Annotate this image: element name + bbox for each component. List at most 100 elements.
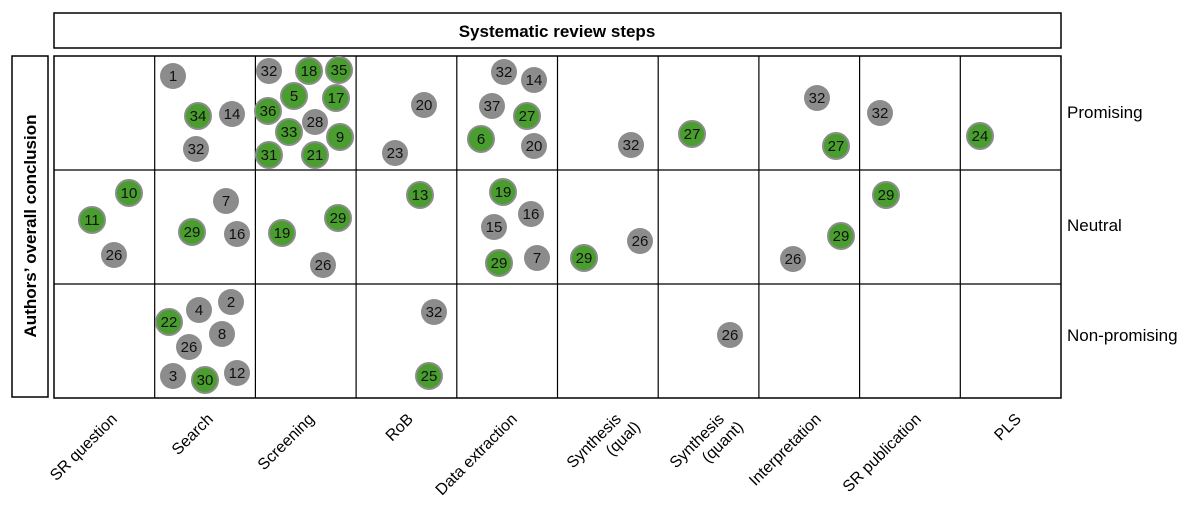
study-bubble: 32 xyxy=(421,299,447,325)
green-bubble xyxy=(827,222,855,250)
green-bubble xyxy=(191,366,219,394)
study-bubble: 7 xyxy=(213,188,239,214)
green-bubble xyxy=(255,141,283,169)
study-bubble: 26 xyxy=(310,252,336,278)
gray-bubble xyxy=(186,297,212,323)
bubble-label: 32 xyxy=(261,63,278,80)
study-bubble: 3 xyxy=(160,363,186,389)
bubble-label: 22 xyxy=(161,314,178,331)
green-bubble xyxy=(406,181,434,209)
green-bubble xyxy=(467,125,495,153)
green-bubble xyxy=(872,181,900,209)
green-bubble xyxy=(570,244,598,272)
study-bubble: 33 xyxy=(275,118,303,146)
bubble-label: 26 xyxy=(632,233,649,250)
study-bubble: 31 xyxy=(255,141,283,169)
green-bubble xyxy=(415,362,443,390)
green-bubble xyxy=(184,102,212,130)
bubble-label: 24 xyxy=(972,128,989,145)
column-label: RoB xyxy=(383,411,417,445)
study-bubble: 14 xyxy=(219,101,245,127)
bubble-label: 26 xyxy=(181,339,198,356)
gray-bubble xyxy=(521,67,547,93)
column-label-line1: SR question xyxy=(47,411,121,485)
bubble-label: 21 xyxy=(307,147,324,164)
gray-bubble xyxy=(310,252,336,278)
green-bubble xyxy=(489,178,517,206)
study-bubble: 32 xyxy=(256,58,282,84)
bubble-label: 16 xyxy=(523,206,540,223)
study-bubble: 4 xyxy=(186,297,212,323)
gray-bubble xyxy=(209,321,235,347)
study-bubble: 32 xyxy=(804,85,830,111)
bubble-label: 37 xyxy=(484,98,501,115)
green-bubble xyxy=(268,219,296,247)
green-bubble xyxy=(513,102,541,130)
study-bubble: 13 xyxy=(406,181,434,209)
study-bubble: 20 xyxy=(521,133,547,159)
bubble-label: 29 xyxy=(491,255,508,272)
bubble-label: 32 xyxy=(426,304,443,321)
green-bubble xyxy=(295,57,323,85)
column-label: Search xyxy=(169,411,217,459)
row-label-non-promising: Non-promising xyxy=(1067,326,1178,345)
gray-bubble xyxy=(411,92,437,118)
bubble-label: 19 xyxy=(274,225,291,242)
gray-bubble xyxy=(302,109,328,135)
bubble-label: 9 xyxy=(336,129,344,146)
study-bubble: 14 xyxy=(521,67,547,93)
header-title: Systematic review steps xyxy=(459,22,656,41)
column-label: Interpretation xyxy=(746,411,825,490)
gray-bubble xyxy=(160,63,186,89)
gray-bubble xyxy=(218,289,244,315)
study-bubble: 26 xyxy=(717,322,743,348)
bubble-label: 32 xyxy=(188,141,205,158)
study-bubble: 21 xyxy=(301,141,329,169)
bubble-label: 6 xyxy=(477,131,485,148)
study-bubble: 6 xyxy=(467,125,495,153)
bubble-label: 30 xyxy=(197,372,214,389)
gray-bubble xyxy=(183,136,209,162)
column-labels: SR question Search Screening RoB Data extrac… xyxy=(47,411,1025,499)
study-bubble: 32 xyxy=(183,136,209,162)
bubble-label: 35 xyxy=(331,62,348,79)
side-label-box xyxy=(11,55,49,398)
study-bubble: 35 xyxy=(325,56,353,84)
bubble-label: 4 xyxy=(195,302,203,319)
column-label: PLS xyxy=(991,411,1024,444)
row-label-neutral: Neutral xyxy=(1067,216,1122,235)
column-label-line1: PLS xyxy=(991,411,1024,444)
study-bubble: 20 xyxy=(411,92,437,118)
study-bubble: 7 xyxy=(524,245,550,271)
study-bubble: 25 xyxy=(415,362,443,390)
study-bubble: 1 xyxy=(160,63,186,89)
column-label-line1: Screening xyxy=(255,411,318,474)
row-labels: Promising Neutral Non-promising xyxy=(1067,103,1178,345)
bubble-label: 23 xyxy=(387,145,404,162)
gray-bubble xyxy=(867,100,893,126)
bubble-label: 16 xyxy=(229,226,246,243)
study-bubble: 5 xyxy=(280,82,308,110)
study-bubble: 18 xyxy=(295,57,323,85)
bubble-label: 29 xyxy=(576,250,593,267)
gray-bubble xyxy=(101,242,127,268)
green-bubble xyxy=(326,123,354,151)
gray-bubble xyxy=(717,322,743,348)
study-bubble: 26 xyxy=(780,246,806,272)
study-bubble: 2 xyxy=(218,289,244,315)
study-bubble: 37 xyxy=(479,93,505,119)
column-label-line1: SR publication xyxy=(840,411,925,496)
column-label: Synthesis(quant) xyxy=(667,411,747,472)
bubble-label: 29 xyxy=(833,228,850,245)
study-bubble: 32 xyxy=(618,132,644,158)
study-bubble: 26 xyxy=(176,334,202,360)
gray-bubble xyxy=(481,214,507,240)
bubble-label: 5 xyxy=(290,88,298,105)
column-label: Synthesis(qual) xyxy=(564,411,644,472)
gray-bubble xyxy=(382,140,408,166)
bubble-label: 34 xyxy=(190,108,207,125)
study-bubble: 17 xyxy=(322,84,350,112)
bubble-label: 25 xyxy=(421,368,438,385)
